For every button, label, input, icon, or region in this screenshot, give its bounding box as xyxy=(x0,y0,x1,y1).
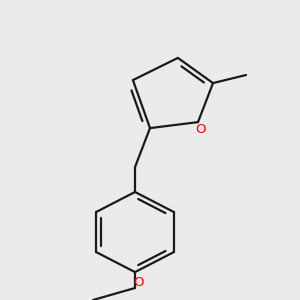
Text: O: O xyxy=(195,123,206,136)
Text: O: O xyxy=(133,275,144,289)
